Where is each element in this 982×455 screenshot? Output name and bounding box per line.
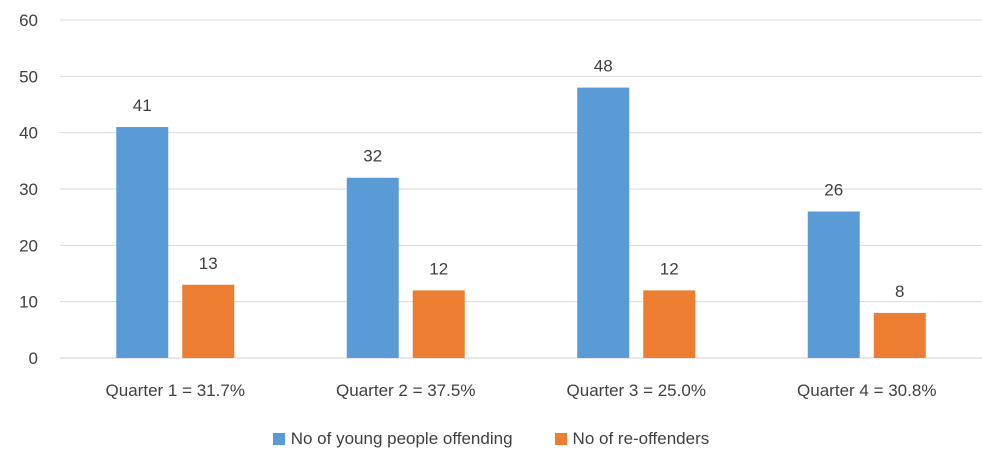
x-axis-ticks: Quarter 1 = 31.7% Quarter 2 = 37.5% Quarte… [106, 381, 937, 400]
data-label: 8 [895, 282, 904, 301]
bar [577, 87, 630, 358]
y-tick-label: 60 [19, 11, 38, 30]
x-tick-label: Quarter 1 = 31.7% [106, 381, 245, 400]
legend-item-series-1: No of young people offending [272, 429, 513, 449]
legend-label-series-2: No of re-offenders [572, 429, 710, 448]
bar [346, 177, 399, 358]
data-label: 48 [594, 57, 613, 76]
y-tick-label: 0 [29, 349, 38, 368]
bar-chart: 0 10 20 30 40 50 60 41 13 32 12 48 12 26 8 Quarter 1 … [19, 11, 982, 400]
x-tick-label: Quarter 4 = 30.8% [797, 381, 936, 400]
y-tick-label: 40 [19, 124, 38, 143]
legend-item-series-2: No of re-offenders [554, 429, 710, 449]
data-label: 13 [199, 254, 218, 273]
y-tick-label: 50 [19, 67, 38, 86]
y-tick-label: 30 [19, 180, 38, 199]
x-tick-label: Quarter 3 = 25.0% [567, 381, 706, 400]
data-labels: 41 13 32 12 48 12 26 8 [133, 57, 905, 301]
bar [412, 290, 465, 358]
data-label: 12 [660, 259, 679, 278]
legend: No of young people offending No of re-of… [0, 429, 982, 449]
data-label: 32 [363, 147, 382, 166]
y-tick-label: 20 [19, 236, 38, 255]
bar [807, 211, 860, 358]
legend-swatch-series-1 [272, 433, 285, 445]
legend-swatch-series-2 [554, 433, 567, 445]
bars [116, 87, 926, 359]
legend-label-series-1: No of young people offending [290, 429, 513, 448]
x-tick-label: Quarter 2 = 37.5% [336, 381, 475, 400]
bar [873, 312, 926, 358]
bar [116, 127, 169, 359]
data-label: 41 [133, 96, 152, 115]
bar [182, 284, 235, 358]
data-label: 12 [429, 259, 448, 278]
data-label: 26 [824, 181, 843, 200]
y-axis-ticks: 0 10 20 30 40 50 60 [19, 11, 38, 368]
y-tick-label: 10 [19, 293, 38, 312]
bar [643, 290, 696, 358]
